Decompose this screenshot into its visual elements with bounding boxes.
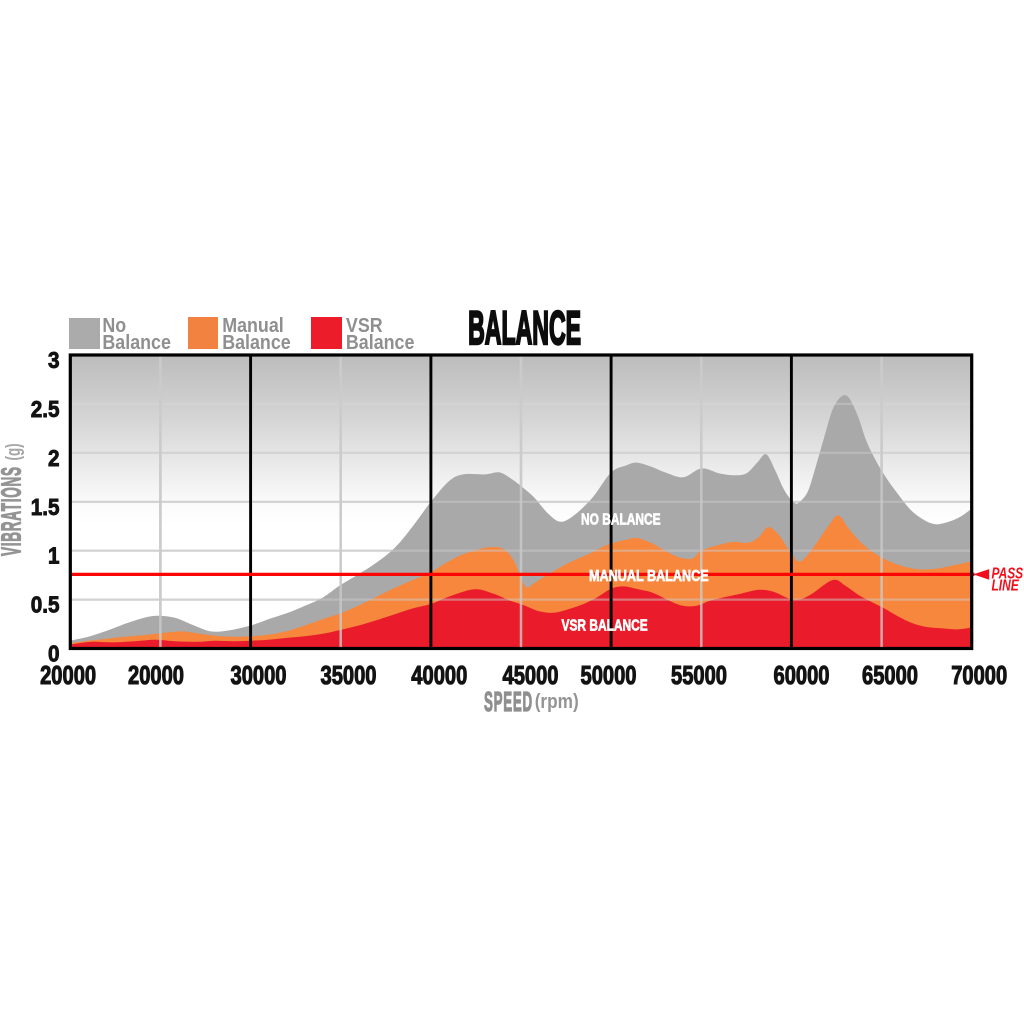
svg-text:45000: 45000 [502, 661, 558, 690]
svg-text:SPEED: SPEED [484, 686, 533, 718]
svg-text:MANUAL BALANCE: MANUAL BALANCE [589, 567, 709, 585]
svg-text:LINE: LINE [992, 577, 1020, 594]
svg-text:2.5: 2.5 [31, 396, 60, 422]
svg-text:0: 0 [48, 640, 60, 666]
svg-text:NO BALANCE: NO BALANCE [581, 510, 661, 528]
svg-text:Balance: Balance [346, 332, 415, 354]
svg-text:2: 2 [48, 445, 60, 471]
svg-text:1.5: 1.5 [31, 494, 60, 520]
svg-text:Manual: Manual [222, 315, 284, 337]
svg-text:20000: 20000 [128, 661, 184, 690]
svg-text:60000: 60000 [773, 661, 829, 690]
svg-text:1: 1 [48, 543, 60, 569]
svg-text:3: 3 [48, 347, 60, 373]
svg-text:55000: 55000 [671, 661, 727, 690]
svg-text:70000: 70000 [951, 661, 1007, 690]
svg-text:0.5: 0.5 [31, 592, 60, 618]
svg-text:50000: 50000 [580, 661, 636, 690]
svg-text:VSR BALANCE: VSR BALANCE [562, 616, 648, 634]
svg-text:40000: 40000 [411, 661, 467, 690]
svg-text:(rpm): (rpm) [535, 691, 579, 714]
svg-text:BALANCE: BALANCE [468, 301, 581, 354]
svg-text:20000: 20000 [40, 661, 96, 690]
svg-text:VIBRATIONS: VIBRATIONS [0, 466, 27, 556]
svg-text:Balance: Balance [102, 332, 171, 354]
svg-text:Balance: Balance [222, 332, 291, 354]
svg-text:PASS: PASS [992, 565, 1024, 582]
svg-text:No: No [102, 315, 126, 337]
svg-text:30000: 30000 [230, 661, 286, 690]
svg-text:(g): (g) [2, 443, 24, 460]
svg-text:35000: 35000 [320, 661, 376, 690]
svg-text:VSR: VSR [346, 315, 383, 337]
svg-text:65000: 65000 [862, 661, 918, 690]
